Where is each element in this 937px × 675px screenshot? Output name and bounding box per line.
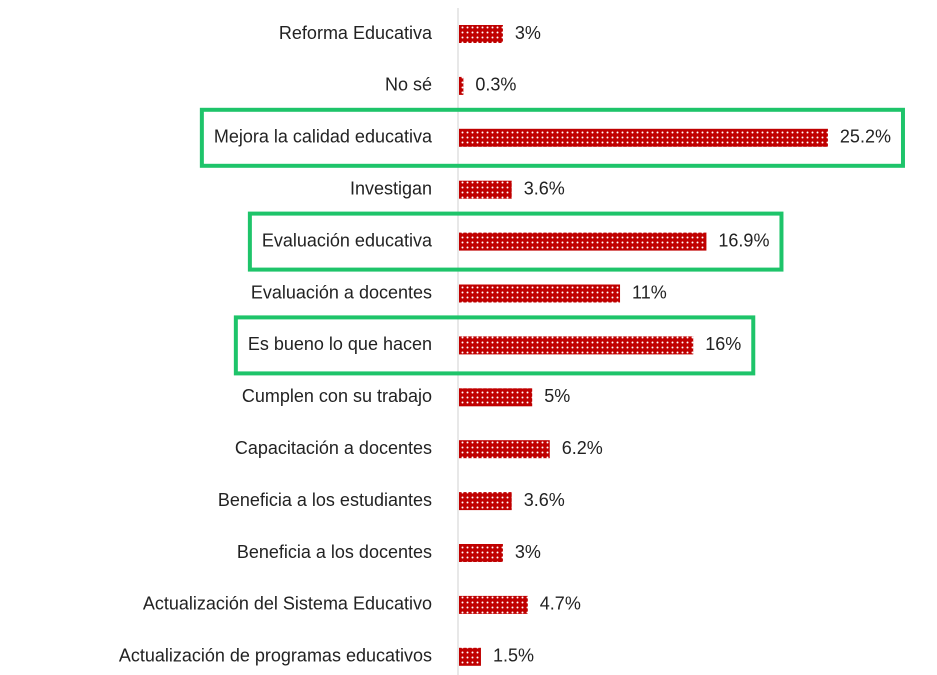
bar [459,180,512,199]
category-label: Cumplen con su trabajo [242,386,432,406]
bar [459,388,533,407]
category-label: Mejora la calidad educativa [214,127,433,147]
bar [459,25,503,43]
bar [459,647,481,666]
category-label: Investigan [350,178,432,198]
value-label: 16% [705,334,741,354]
value-label: 4.7% [540,594,581,614]
highlight-box [233,315,756,376]
value-label: 16.9% [718,230,769,250]
category-label: Capacitación a docentes [235,438,432,458]
category-label: Evaluación educativa [262,230,433,250]
category-label: Reforma Educativa [279,23,433,43]
value-label: 6.2% [562,438,603,458]
highlight-box [247,211,784,272]
bar [459,440,550,459]
category-label: Es bueno lo que hacen [248,334,432,354]
category-label: Actualización del Sistema Educativo [143,594,432,614]
category-label: No sé [385,75,432,95]
value-label: 25.2% [840,127,891,147]
value-label: 0.3% [475,75,516,95]
bar [459,595,528,614]
category-label: Evaluación a docentes [251,282,432,302]
value-label: 3% [515,542,541,562]
highlight-box [199,107,905,168]
value-label: 1.5% [493,646,534,666]
category-label: Actualización de programas educativos [119,646,432,666]
value-label: 11% [632,282,667,302]
bar [459,492,512,511]
category-label: Beneficia a los estudiantes [218,490,432,510]
category-label: Beneficia a los docentes [237,542,432,562]
bar [459,336,694,355]
bar [459,284,621,303]
value-label: 3.6% [524,490,565,510]
value-label: 3% [515,23,541,43]
value-label: 3.6% [524,178,565,198]
bar [459,76,464,95]
bar [459,128,828,147]
bar [459,232,707,251]
value-label: 5% [544,386,570,406]
bar [459,544,503,562]
